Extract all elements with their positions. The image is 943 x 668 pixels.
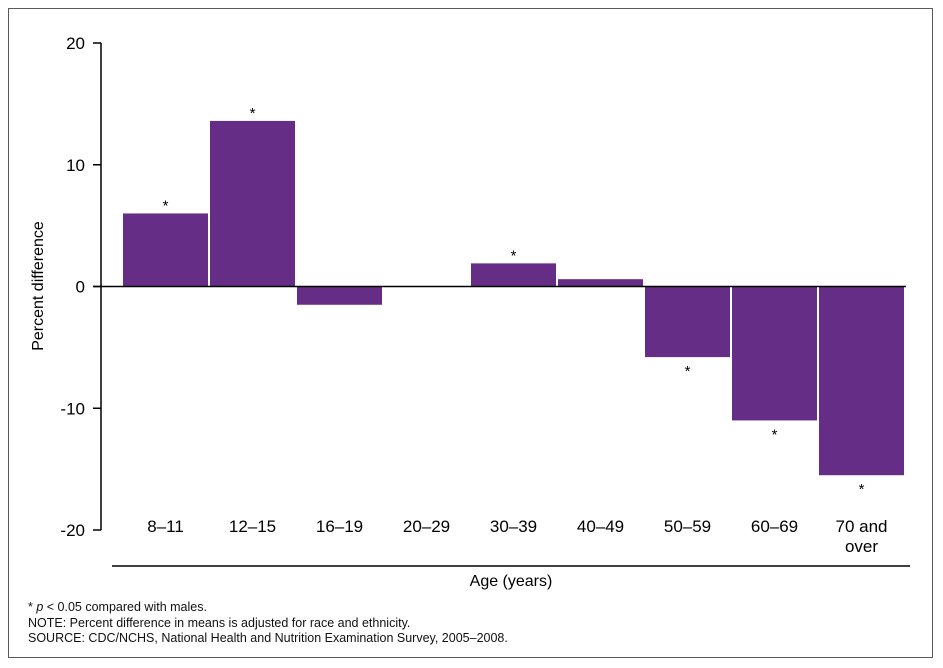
bar: [558, 279, 643, 286]
x-tick-label: 8–11: [147, 517, 184, 536]
x-tick-label: 60–69: [751, 517, 798, 536]
significance-marker: *: [250, 105, 256, 122]
x-tick-label: 50–59: [664, 517, 711, 536]
footnote-significance: * p < 0.05 compared with males.: [28, 600, 508, 616]
y-axis-label: Percent difference: [30, 221, 47, 351]
significance-marker: *: [859, 481, 865, 498]
bar: [471, 263, 556, 286]
bar: [732, 287, 817, 421]
y-tick-label: -20: [60, 521, 85, 540]
x-tick-label: 12–15: [229, 517, 276, 536]
bars: [123, 121, 904, 475]
x-axis-label: Age (years): [470, 573, 553, 590]
footnote-source: SOURCE: CDC/NCHS, National Health and Nu…: [28, 631, 508, 647]
bar: [819, 287, 904, 476]
bar: [210, 121, 295, 287]
x-tick-labels: 8–11 12–15 16–19 20–29 30–39 40–49 50–59 60–69 7…: [147, 517, 887, 556]
bar: [645, 287, 730, 358]
significance-marker: *: [511, 247, 517, 264]
footnote-note: NOTE: Percent difference in means is adj…: [28, 616, 508, 632]
footnotes: * p < 0.05 compared with males. NOTE: Pe…: [28, 600, 508, 647]
x-tick-label: 30–39: [490, 517, 537, 536]
x-tick-label: 20–29: [403, 517, 450, 536]
y-tick-label: 10: [66, 156, 85, 175]
x-tick-label: over: [845, 537, 878, 556]
bar: [297, 287, 382, 305]
y-tick-label: -10: [60, 399, 85, 418]
y-tick-label: 20: [66, 34, 85, 53]
footnote-significance-text: < 0.05 compared with males.: [43, 600, 207, 614]
bar: [123, 213, 208, 286]
x-tick-label: 70 and: [836, 517, 888, 536]
y-tick-label: 0: [76, 278, 85, 297]
significance-marker: *: [772, 426, 778, 443]
footnote-asterisk: *: [28, 600, 33, 614]
significance-marker: *: [685, 363, 691, 380]
x-tick-label: 40–49: [577, 517, 624, 536]
x-tick-label: 16–19: [316, 517, 363, 536]
significance-marker: *: [163, 197, 169, 214]
